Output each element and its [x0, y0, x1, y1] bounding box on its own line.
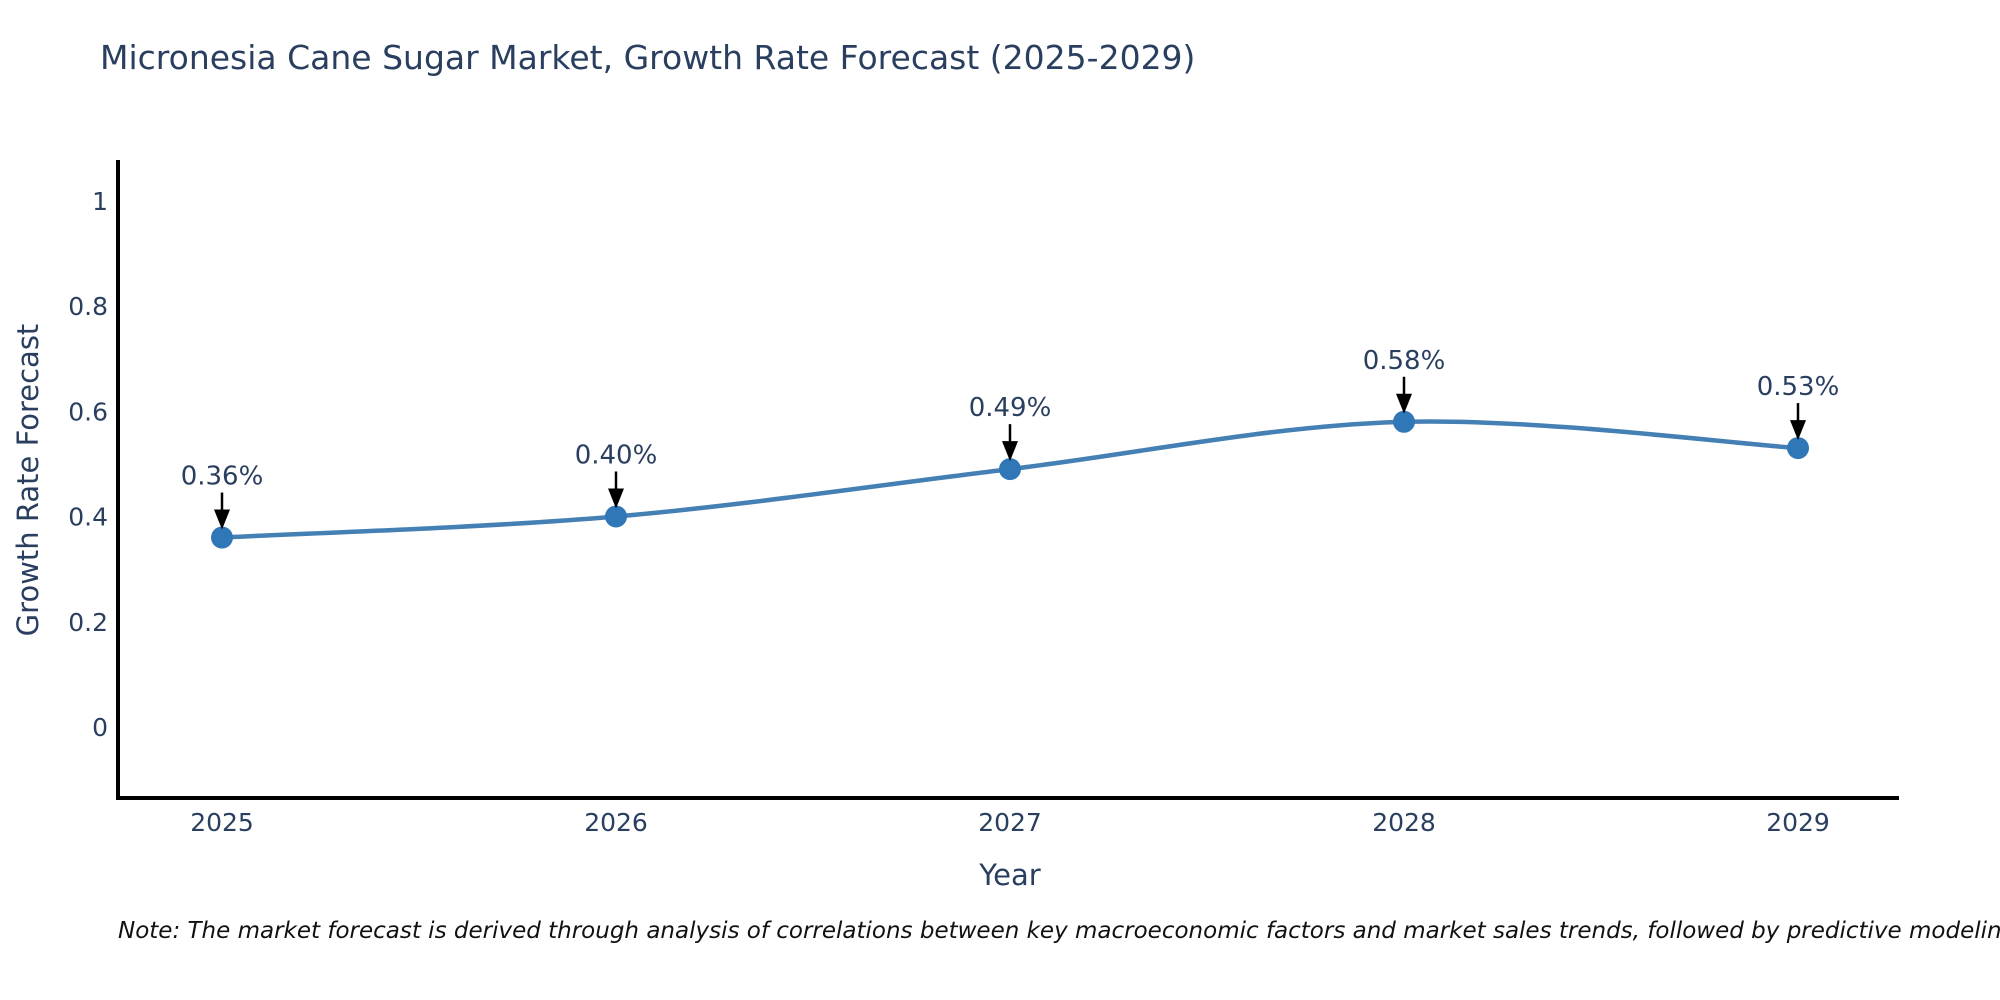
data-point-2028	[1393, 410, 1415, 433]
annotation-arrowhead-2025	[214, 509, 230, 530]
y-tick-label-0.6: 0.6	[68, 397, 108, 426]
x-tick-label-2027: 2027	[978, 808, 1042, 837]
x-axis-title: Year	[979, 858, 1041, 892]
point-label-2026: 0.40%	[575, 441, 658, 471]
y-tick-label-0.2: 0.2	[68, 608, 108, 637]
point-label-2025: 0.36%	[181, 462, 264, 492]
y-tick-label-0: 0	[92, 713, 108, 742]
y-tick-label-0.4: 0.4	[68, 503, 108, 532]
chart-title: Micronesia Cane Sugar Market, Growth Rat…	[100, 38, 1196, 77]
x-tick-label-2028: 2028	[1372, 808, 1436, 837]
footnote: Note: The market forecast is derived thr…	[118, 918, 2000, 944]
annotation-arrowhead-2028	[1396, 393, 1412, 414]
x-tick-label-2026: 2026	[584, 808, 648, 837]
annotation-arrowhead-2026	[608, 488, 624, 509]
point-label-2029: 0.53%	[1757, 372, 1840, 402]
y-tick-label-0.8: 0.8	[68, 292, 108, 321]
annotation-arrowhead-2027	[1002, 441, 1018, 462]
x-tick-label-2029: 2029	[1766, 808, 1830, 837]
y-tick-label-1: 1	[92, 187, 108, 216]
point-label-2028: 0.58%	[1363, 346, 1446, 376]
data-point-2027	[999, 458, 1021, 481]
point-label-2027: 0.49%	[969, 393, 1052, 423]
data-point-2026	[605, 505, 627, 528]
x-tick-label-2025: 2025	[190, 808, 254, 837]
data-point-2029	[1787, 437, 1809, 460]
annotation-arrowhead-2029	[1790, 420, 1806, 441]
data-point-2025	[211, 526, 233, 549]
